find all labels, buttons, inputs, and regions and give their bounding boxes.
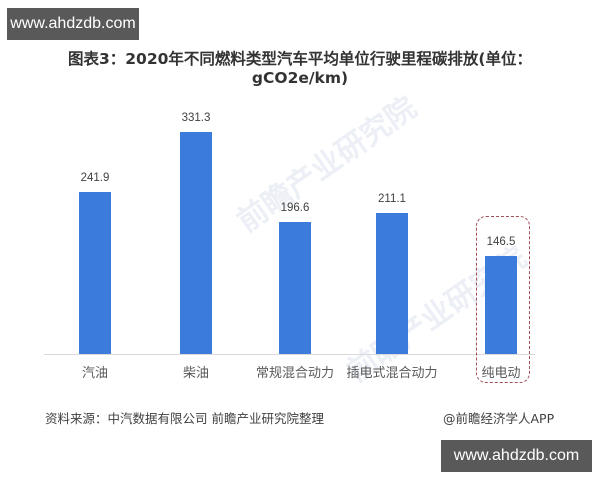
bar-value-label: 331.3 <box>181 112 211 124</box>
category-label: 插电式混合动力 <box>346 366 438 381</box>
bar <box>79 192 111 354</box>
highlight-box-electric <box>476 216 530 383</box>
watermark-badge-top: www.ahdzdb.com <box>7 8 139 40</box>
bar <box>180 132 212 354</box>
data-source-note: 资料来源：中汽数据有限公司 前瞻产业研究院整理 <box>45 411 324 426</box>
category-label: 纯电动 <box>481 366 521 381</box>
bar-value-label: 146.5 <box>486 236 516 248</box>
category-label: 汽油 <box>81 366 108 381</box>
chart-title: 图表3：2020年不同燃料类型汽车平均单位行驶里程碳排放(单位：gCO2e/km… <box>67 50 532 87</box>
bar <box>376 213 408 354</box>
bar-value-label: 241.9 <box>80 172 110 184</box>
watermark-badge-bottom: www.ahdzdb.com <box>441 440 592 472</box>
x-axis-line <box>44 354 535 355</box>
category-label: 柴油 <box>182 366 209 381</box>
bar-value-label: 196.6 <box>280 202 310 214</box>
bar <box>485 256 517 354</box>
bar-value-label: 211.1 <box>378 193 406 205</box>
bar <box>279 222 311 354</box>
credit-note: @前瞻经济学人APP <box>443 411 555 426</box>
category-label: 常规混合动力 <box>255 366 334 381</box>
